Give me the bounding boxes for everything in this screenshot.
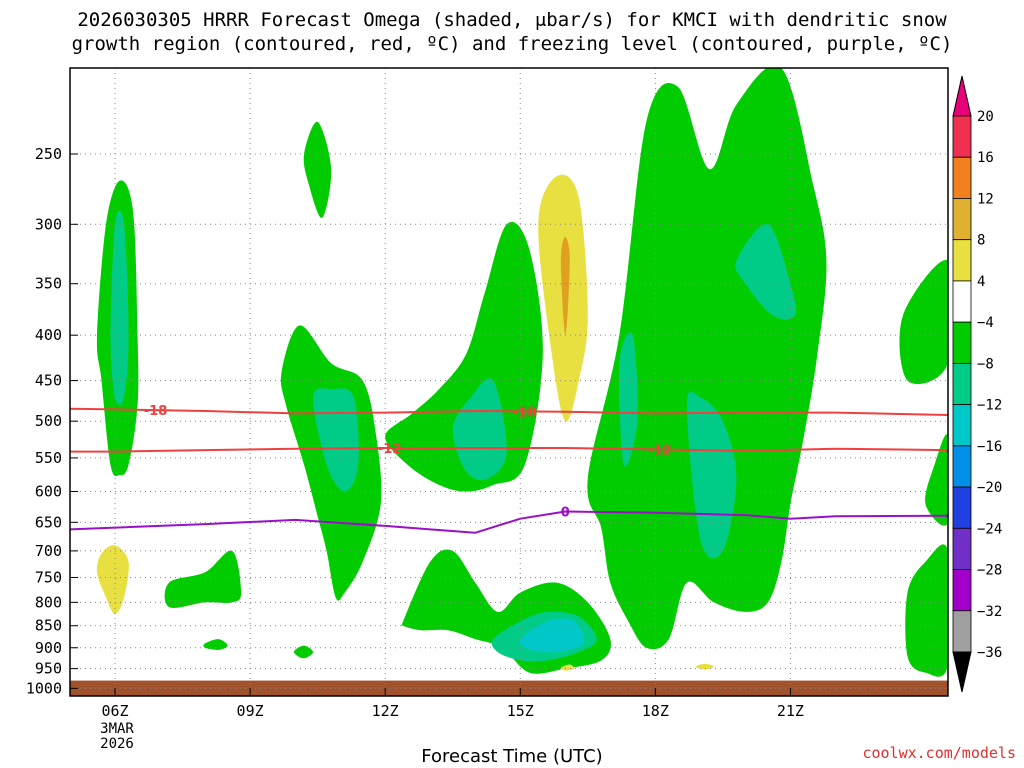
colorbar-band-11: [952, 569, 972, 612]
ground-rect: [70, 680, 948, 696]
colorbar-band-8: [952, 445, 972, 488]
colorbar-band-6: [952, 362, 972, 406]
colorbar-label-6: −8: [977, 356, 994, 372]
title-line-2: growth region (contoured, red, ºC) and f…: [71, 33, 953, 55]
colorbar-label-7: −12: [977, 398, 1002, 414]
x-tick-label-09Z: 09Z: [237, 702, 264, 720]
y-tick-label-800: 800: [35, 593, 62, 611]
y-tick-label-350: 350: [35, 275, 62, 293]
contour-label-2: -12: [378, 442, 402, 457]
credit-link[interactable]: coolwx.com/models: [862, 744, 1016, 762]
x-tick-label-12Z: 12Z: [372, 702, 399, 720]
colorbar-band-0: [952, 115, 972, 158]
x-tick-label-18Z: 18Z: [642, 702, 669, 720]
colorbar-top-arrow: [952, 75, 972, 117]
colorbar-band-7: [952, 404, 972, 447]
omega-region-16: [293, 645, 314, 659]
omega-region-19: [519, 618, 585, 653]
contour-label-0: -18: [144, 404, 168, 419]
ground-layer: [70, 680, 948, 696]
y-tick-label-450: 450: [35, 372, 62, 390]
colorbar-band-12: [952, 610, 972, 653]
colorbar-band-5: [952, 321, 972, 364]
omega-region-22: [905, 544, 948, 677]
y-tick-label-950: 950: [35, 660, 62, 678]
colorbar: 20 16 12 8 4 −4 −8 −12 −16 −20 −24 −28 −32 −36: [952, 75, 1002, 693]
freezing-level-line: [69, 510, 949, 534]
y-tick-label-500: 500: [35, 412, 62, 430]
y-tick-label-650: 650: [35, 513, 62, 531]
plot-border: [69, 67, 949, 697]
contour-label-3: -12: [648, 443, 672, 458]
date-label-year: 2026: [100, 736, 134, 752]
chart-title: 2026030305 HRRR Forecast Omega (shaded, …: [0, 8, 1024, 56]
y-axis-ticks: 250 300 350 400 450 500 550 600 650 700 750 800 850 9…: [26, 145, 78, 697]
colorbar-bottom-arrow: [952, 651, 972, 693]
colorbar-band-2: [952, 198, 972, 241]
colorbar-label-10: −24: [977, 521, 1002, 537]
y-tick-label-850: 850: [35, 617, 62, 635]
y-tick-label-900: 900: [35, 639, 62, 657]
colorbar-label-13: −36: [977, 645, 1002, 661]
colorbar-band-9: [952, 486, 972, 529]
y-tick-label-1000: 1000: [26, 679, 62, 697]
colorbar-band-10: [952, 527, 972, 570]
colorbar-label-4: 4: [977, 274, 985, 290]
y-tick-label-400: 400: [35, 326, 62, 344]
omega-region-7: [452, 378, 507, 481]
plot-frame: [69, 67, 949, 697]
y-tick-label-700: 700: [35, 542, 62, 560]
y-tick-label-750: 750: [35, 568, 62, 586]
omega-regions: [96, 68, 948, 677]
x-tick-label-21Z: 21Z: [777, 702, 804, 720]
date-label-day: 3MAR: [100, 721, 134, 737]
y-tick-label-550: 550: [35, 449, 62, 467]
y-tick-label-300: 300: [35, 215, 62, 233]
contour-lines: -18 -18 -12 -12 0: [69, 404, 949, 534]
colorbar-label-0: 20: [977, 109, 994, 125]
omega-region-15: [203, 639, 228, 650]
x-axis-ticks: 06Z 09Z 12Z 15Z 18Z 21Z: [101, 688, 804, 720]
colorbar-label-5: −4: [977, 315, 994, 331]
colorbar-label-3: 8: [977, 233, 985, 249]
omega-region-9: [560, 236, 570, 336]
y-tick-label-250: 250: [35, 145, 62, 163]
omega-region-1: [110, 210, 129, 406]
omega-region-13: [735, 223, 797, 320]
x-tick-label-06Z: 06Z: [101, 702, 128, 720]
colorbar-label-1: 16: [977, 150, 994, 166]
omega-region-2: [96, 545, 129, 615]
omega-region-10: [587, 68, 827, 650]
omega-region-20: [899, 260, 948, 384]
colorbar-label-12: −32: [977, 604, 1002, 620]
omega-region-21: [925, 434, 948, 526]
colorbar-label-11: −28: [977, 563, 1002, 579]
contour-label-1: -18: [513, 405, 537, 420]
dgz-minus18-line: [69, 407, 949, 416]
date-label: 3MAR 2026: [92, 722, 142, 752]
omega-region-11: [618, 332, 638, 467]
contour-label-4: 0: [561, 505, 570, 520]
colorbar-band-4: [952, 280, 972, 323]
omega-region-12: [686, 391, 737, 559]
colorbar-label-9: −20: [977, 480, 1002, 496]
title-line-1: 2026030305 HRRR Forecast Omega (shaded, …: [77, 9, 947, 31]
omega-region-14: [164, 550, 242, 608]
colorbar-label-2: 12: [977, 191, 994, 207]
colorbar-band-1: [952, 156, 972, 199]
y-tick-label-600: 600: [35, 482, 62, 500]
x-axis-label: Forecast Time (UTC): [421, 746, 603, 767]
colorbar-band-3: [952, 239, 972, 282]
omega-region-3: [303, 121, 332, 218]
x-tick-label-15Z: 15Z: [507, 702, 534, 720]
colorbar-label-8: −16: [977, 439, 1002, 455]
dgz-minus12-line: [70, 447, 949, 453]
omega-region-24: [695, 663, 714, 670]
